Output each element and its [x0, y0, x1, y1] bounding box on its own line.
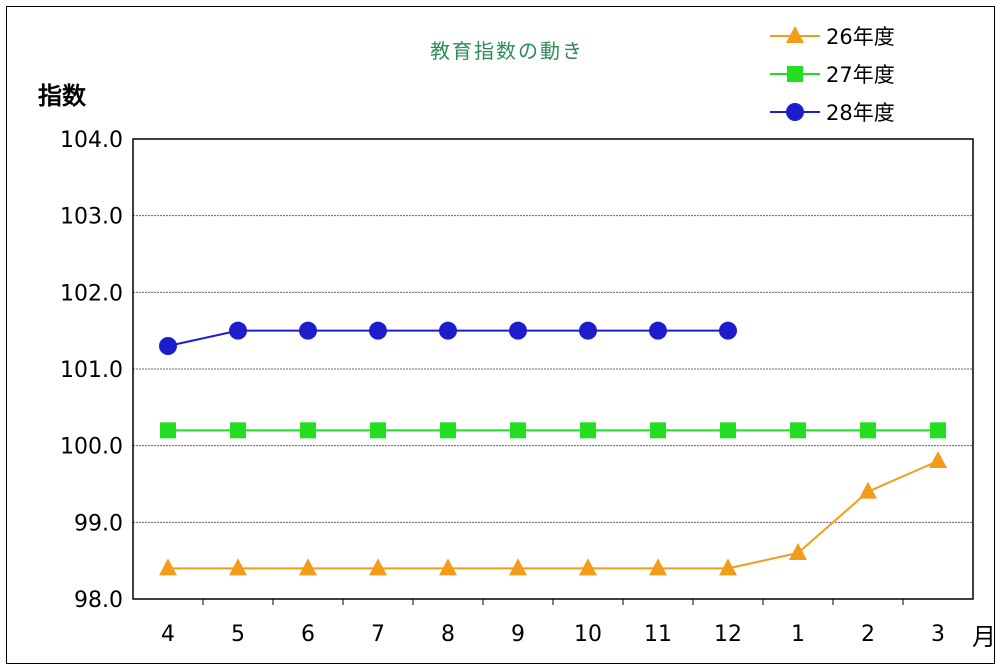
- data-point: [440, 422, 456, 439]
- legend: 26年度 27年度 28年度: [770, 25, 895, 125]
- data-point: [229, 321, 247, 340]
- x-tick-label: 12: [714, 622, 742, 647]
- x-tick-label: 2: [861, 622, 875, 647]
- y-tick-label: 103.0: [60, 205, 123, 230]
- legend-item: 28年度: [770, 101, 895, 125]
- y-tick-label: 99.0: [74, 511, 123, 536]
- legend-label: 28年度: [826, 101, 895, 125]
- x-tick-label: 3: [931, 622, 945, 647]
- data-point: [509, 558, 527, 576]
- data-point: [720, 422, 736, 439]
- data-point: [299, 321, 317, 340]
- series-2: [160, 422, 946, 439]
- gridlines: [133, 215, 973, 523]
- series-line: [168, 460, 939, 570]
- y-axis-label: 指数: [38, 82, 87, 110]
- y-tick-label: 100.0: [60, 435, 123, 460]
- data-point: [860, 422, 876, 439]
- data-point: [369, 558, 387, 576]
- x-tick-label: 6: [301, 622, 315, 647]
- y-tick-label: 101.0: [60, 358, 123, 383]
- chart-title: 教育指数の動き: [430, 39, 584, 63]
- data-point: [649, 321, 667, 340]
- data-point: [370, 422, 386, 439]
- y-tick-label: 102.0: [60, 281, 123, 306]
- x-tick-label: 4: [161, 622, 175, 647]
- x-axis-label: 月: [972, 623, 996, 651]
- data-point: [719, 558, 737, 576]
- data-point: [160, 422, 176, 439]
- data-point: [159, 337, 177, 355]
- data-point: [369, 321, 387, 340]
- legend-marker: [787, 66, 803, 82]
- data-point: [509, 321, 527, 340]
- x-tick-label: 7: [371, 622, 385, 647]
- data-point: [650, 422, 666, 439]
- x-tick-label: 8: [441, 622, 455, 647]
- series-1: [159, 451, 947, 576]
- data-point: [510, 422, 526, 439]
- data-point: [719, 321, 737, 340]
- data-point: [929, 451, 947, 468]
- axis-ticks: 98.0 99.0 100.0 101.0 102.0 103.0 104.0 4 5 6 7 8 9 1…: [60, 128, 945, 647]
- y-tick-label: 98.0: [74, 588, 123, 613]
- series-layer: [159, 321, 947, 576]
- data-point: [300, 422, 316, 439]
- legend-label: 27年度: [826, 63, 895, 87]
- y-tick-label: 104.0: [60, 128, 123, 153]
- x-tick-label: 10: [574, 622, 602, 647]
- chart-frame: [6, 6, 995, 664]
- data-point: [580, 422, 596, 439]
- data-point: [439, 558, 457, 576]
- data-point: [229, 558, 247, 576]
- data-point: [230, 422, 246, 439]
- data-point: [930, 422, 946, 439]
- data-point: [579, 558, 597, 576]
- x-tick-label: 9: [511, 622, 525, 647]
- data-point: [789, 543, 807, 560]
- data-point: [649, 558, 667, 576]
- legend-item: 27年度: [770, 63, 895, 87]
- data-point: [790, 422, 806, 439]
- data-point: [299, 558, 317, 576]
- x-tick-label: 1: [791, 622, 805, 647]
- x-tick-label: 5: [231, 622, 245, 647]
- x-tick-label: 11: [644, 622, 672, 647]
- data-point: [859, 481, 877, 499]
- legend-item: 26年度: [770, 25, 895, 49]
- series-3: [159, 321, 737, 355]
- data-point: [439, 321, 457, 340]
- legend-marker: [786, 103, 804, 121]
- legend-marker: [786, 26, 804, 43]
- legend-label: 26年度: [826, 25, 895, 49]
- data-point: [159, 558, 177, 576]
- data-point: [579, 321, 597, 340]
